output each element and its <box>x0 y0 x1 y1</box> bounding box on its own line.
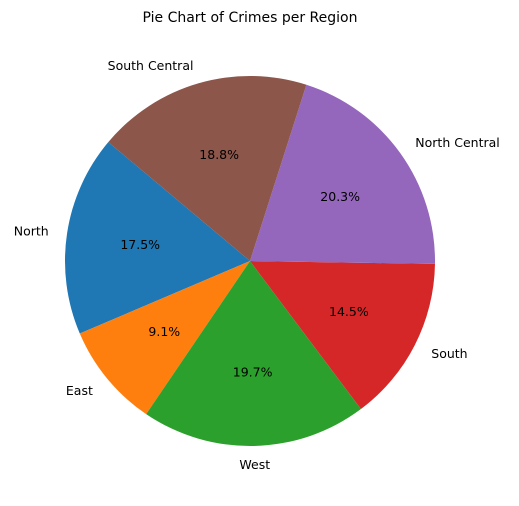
slice-percent-south: 14.5% <box>329 304 369 319</box>
slice-label-west: West <box>239 457 270 472</box>
pie-slice-east <box>79 261 250 415</box>
slice-label-south: South <box>431 346 467 361</box>
pie-slice-west <box>146 261 361 447</box>
pie-labels: North 17.5% East 9.1% West 19.7% South 14.5% Nor… <box>14 58 500 472</box>
slice-label-east: East <box>66 383 93 398</box>
pie-slice-south <box>250 261 435 410</box>
slice-label-south-central: South Central <box>108 58 194 73</box>
pie-slices <box>64 76 435 447</box>
chart-title: Pie Chart of Crimes per Region <box>142 10 357 26</box>
slice-percent-south-central: 18.8% <box>199 147 239 162</box>
slice-percent-west: 19.7% <box>233 364 273 379</box>
pie-slice-south-central <box>108 76 307 261</box>
pie-slice-north-central <box>250 84 435 264</box>
slice-percent-east: 9.1% <box>148 324 180 339</box>
slice-percent-north-central: 20.3% <box>320 189 360 204</box>
slice-percent-north: 17.5% <box>120 237 160 252</box>
pie-slice-north <box>64 142 250 334</box>
slice-label-north: North <box>14 224 49 239</box>
slice-label-north-central: North Central <box>415 135 499 150</box>
